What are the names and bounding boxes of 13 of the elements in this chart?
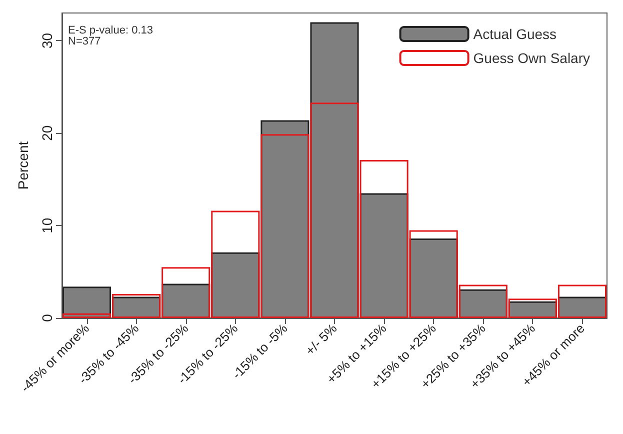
- bar: [62, 286, 112, 318]
- x-tick-label: +/- 5%: [302, 320, 340, 358]
- bar: [360, 193, 408, 318]
- y-tick-label: 20: [39, 125, 55, 141]
- y-tick-label: 30: [39, 32, 55, 49]
- y-tick-label: 0: [39, 314, 55, 322]
- annotation: E-S p-value: 0.13 N=377: [68, 24, 153, 48]
- y-axis-title: Percent: [15, 141, 31, 190]
- bar: [310, 22, 359, 318]
- y-tick-label: 10: [39, 218, 55, 234]
- legend-label: Actual Guess: [473, 26, 557, 42]
- bar: [211, 252, 260, 318]
- legend-label: Guess Own Salary: [473, 50, 590, 66]
